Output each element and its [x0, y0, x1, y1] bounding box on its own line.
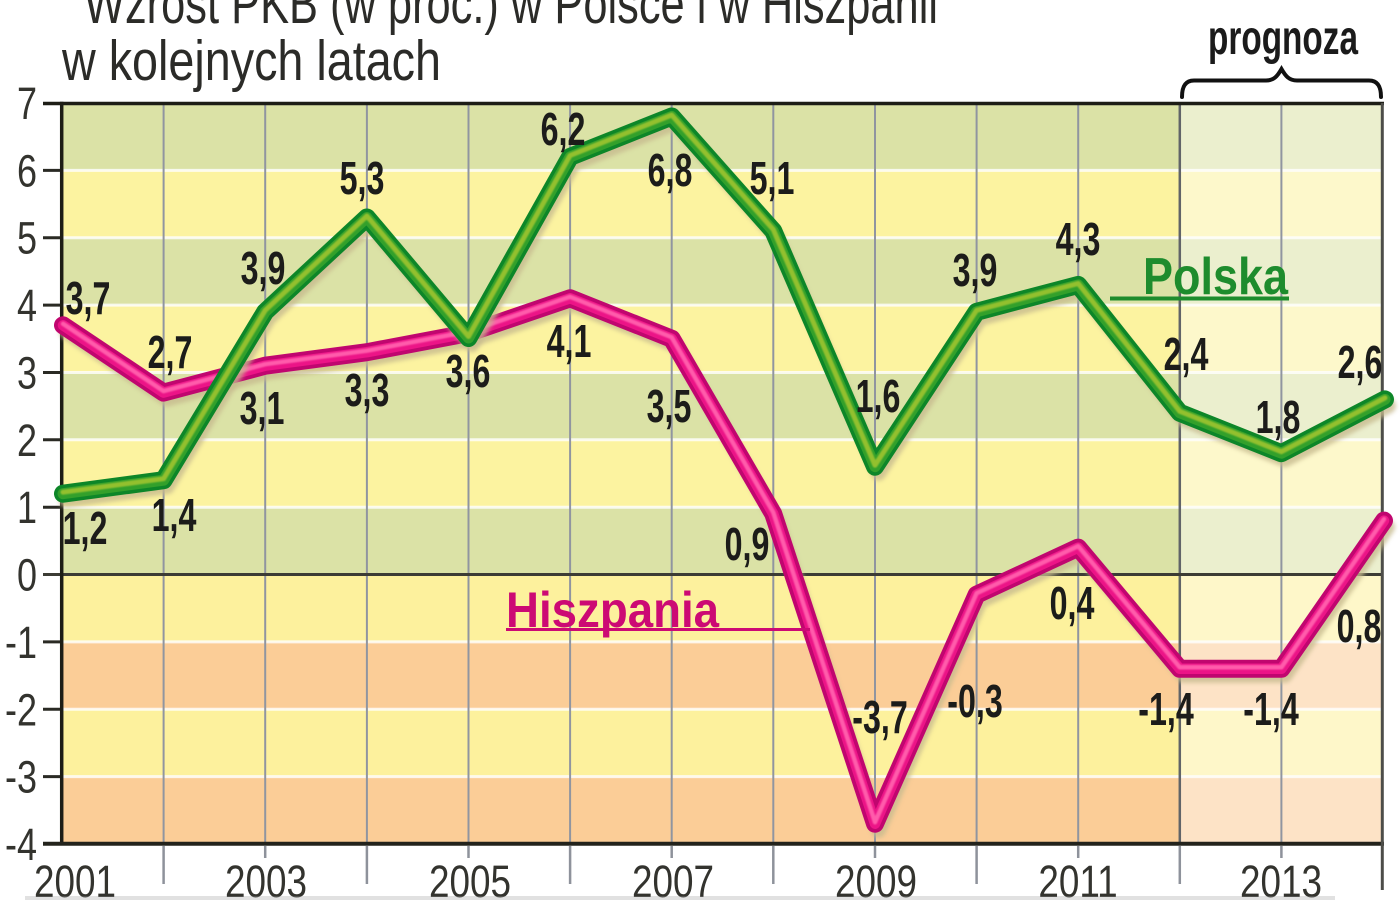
svg-text:-2: -2: [5, 684, 37, 735]
svg-text:2009: 2009: [835, 857, 917, 900]
svg-text:prognoza: prognoza: [1208, 12, 1358, 65]
svg-text:2,6: 2,6: [1338, 337, 1383, 388]
svg-text:1,8: 1,8: [1256, 392, 1301, 443]
svg-text:2013: 2013: [1240, 857, 1322, 900]
svg-text:-4: -4: [5, 819, 37, 870]
svg-text:0,4: 0,4: [1050, 578, 1095, 629]
svg-text:0,9: 0,9: [725, 519, 770, 570]
svg-text:2,4: 2,4: [1164, 329, 1209, 380]
svg-text:1: 1: [17, 482, 37, 533]
svg-text:2007: 2007: [632, 857, 714, 900]
svg-text:2,7: 2,7: [148, 327, 193, 378]
svg-text:2005: 2005: [429, 857, 511, 900]
svg-text:3,5: 3,5: [647, 381, 692, 432]
svg-text:6: 6: [17, 146, 37, 197]
svg-text:-1,4: -1,4: [1243, 684, 1298, 735]
svg-text:3,6: 3,6: [446, 346, 491, 397]
svg-text:0,8: 0,8: [1337, 601, 1382, 652]
svg-text:Wzrost PKB (w proc.) w Polsce: Wzrost PKB (w proc.) w Polsce i w Hiszpa…: [84, 0, 938, 36]
svg-text:7: 7: [17, 78, 37, 129]
svg-text:2001: 2001: [34, 857, 116, 900]
svg-text:6,8: 6,8: [648, 145, 693, 196]
svg-text:5,1: 5,1: [750, 153, 795, 204]
svg-text:Polska: Polska: [1143, 248, 1289, 306]
svg-text:-1: -1: [5, 617, 37, 668]
svg-text:-0,3: -0,3: [947, 676, 1002, 727]
svg-text:1,6: 1,6: [856, 371, 901, 422]
svg-text:-1,4: -1,4: [1138, 684, 1193, 735]
svg-text:4: 4: [17, 280, 37, 331]
svg-text:0: 0: [17, 550, 37, 601]
svg-text:3,1: 3,1: [240, 383, 285, 434]
svg-text:1,2: 1,2: [63, 503, 108, 554]
svg-text:-3,7: -3,7: [852, 692, 907, 743]
svg-text:4,3: 4,3: [1056, 214, 1101, 265]
svg-text:6,2: 6,2: [541, 104, 586, 155]
svg-text:1,4: 1,4: [152, 490, 197, 541]
svg-text:5: 5: [17, 213, 37, 264]
svg-text:2003: 2003: [225, 857, 307, 900]
svg-text:3,9: 3,9: [241, 243, 286, 294]
svg-text:3,3: 3,3: [345, 365, 390, 416]
svg-text:-3: -3: [5, 752, 37, 803]
svg-text:2011: 2011: [1038, 857, 1117, 900]
svg-text:3,9: 3,9: [953, 245, 998, 296]
svg-text:2: 2: [17, 415, 37, 466]
svg-text:3: 3: [17, 348, 37, 399]
svg-text:3,7: 3,7: [66, 273, 111, 324]
svg-text:5,3: 5,3: [340, 153, 385, 204]
svg-text:4,1: 4,1: [547, 316, 592, 367]
svg-text:w kolejnych latach: w kolejnych latach: [61, 29, 441, 93]
